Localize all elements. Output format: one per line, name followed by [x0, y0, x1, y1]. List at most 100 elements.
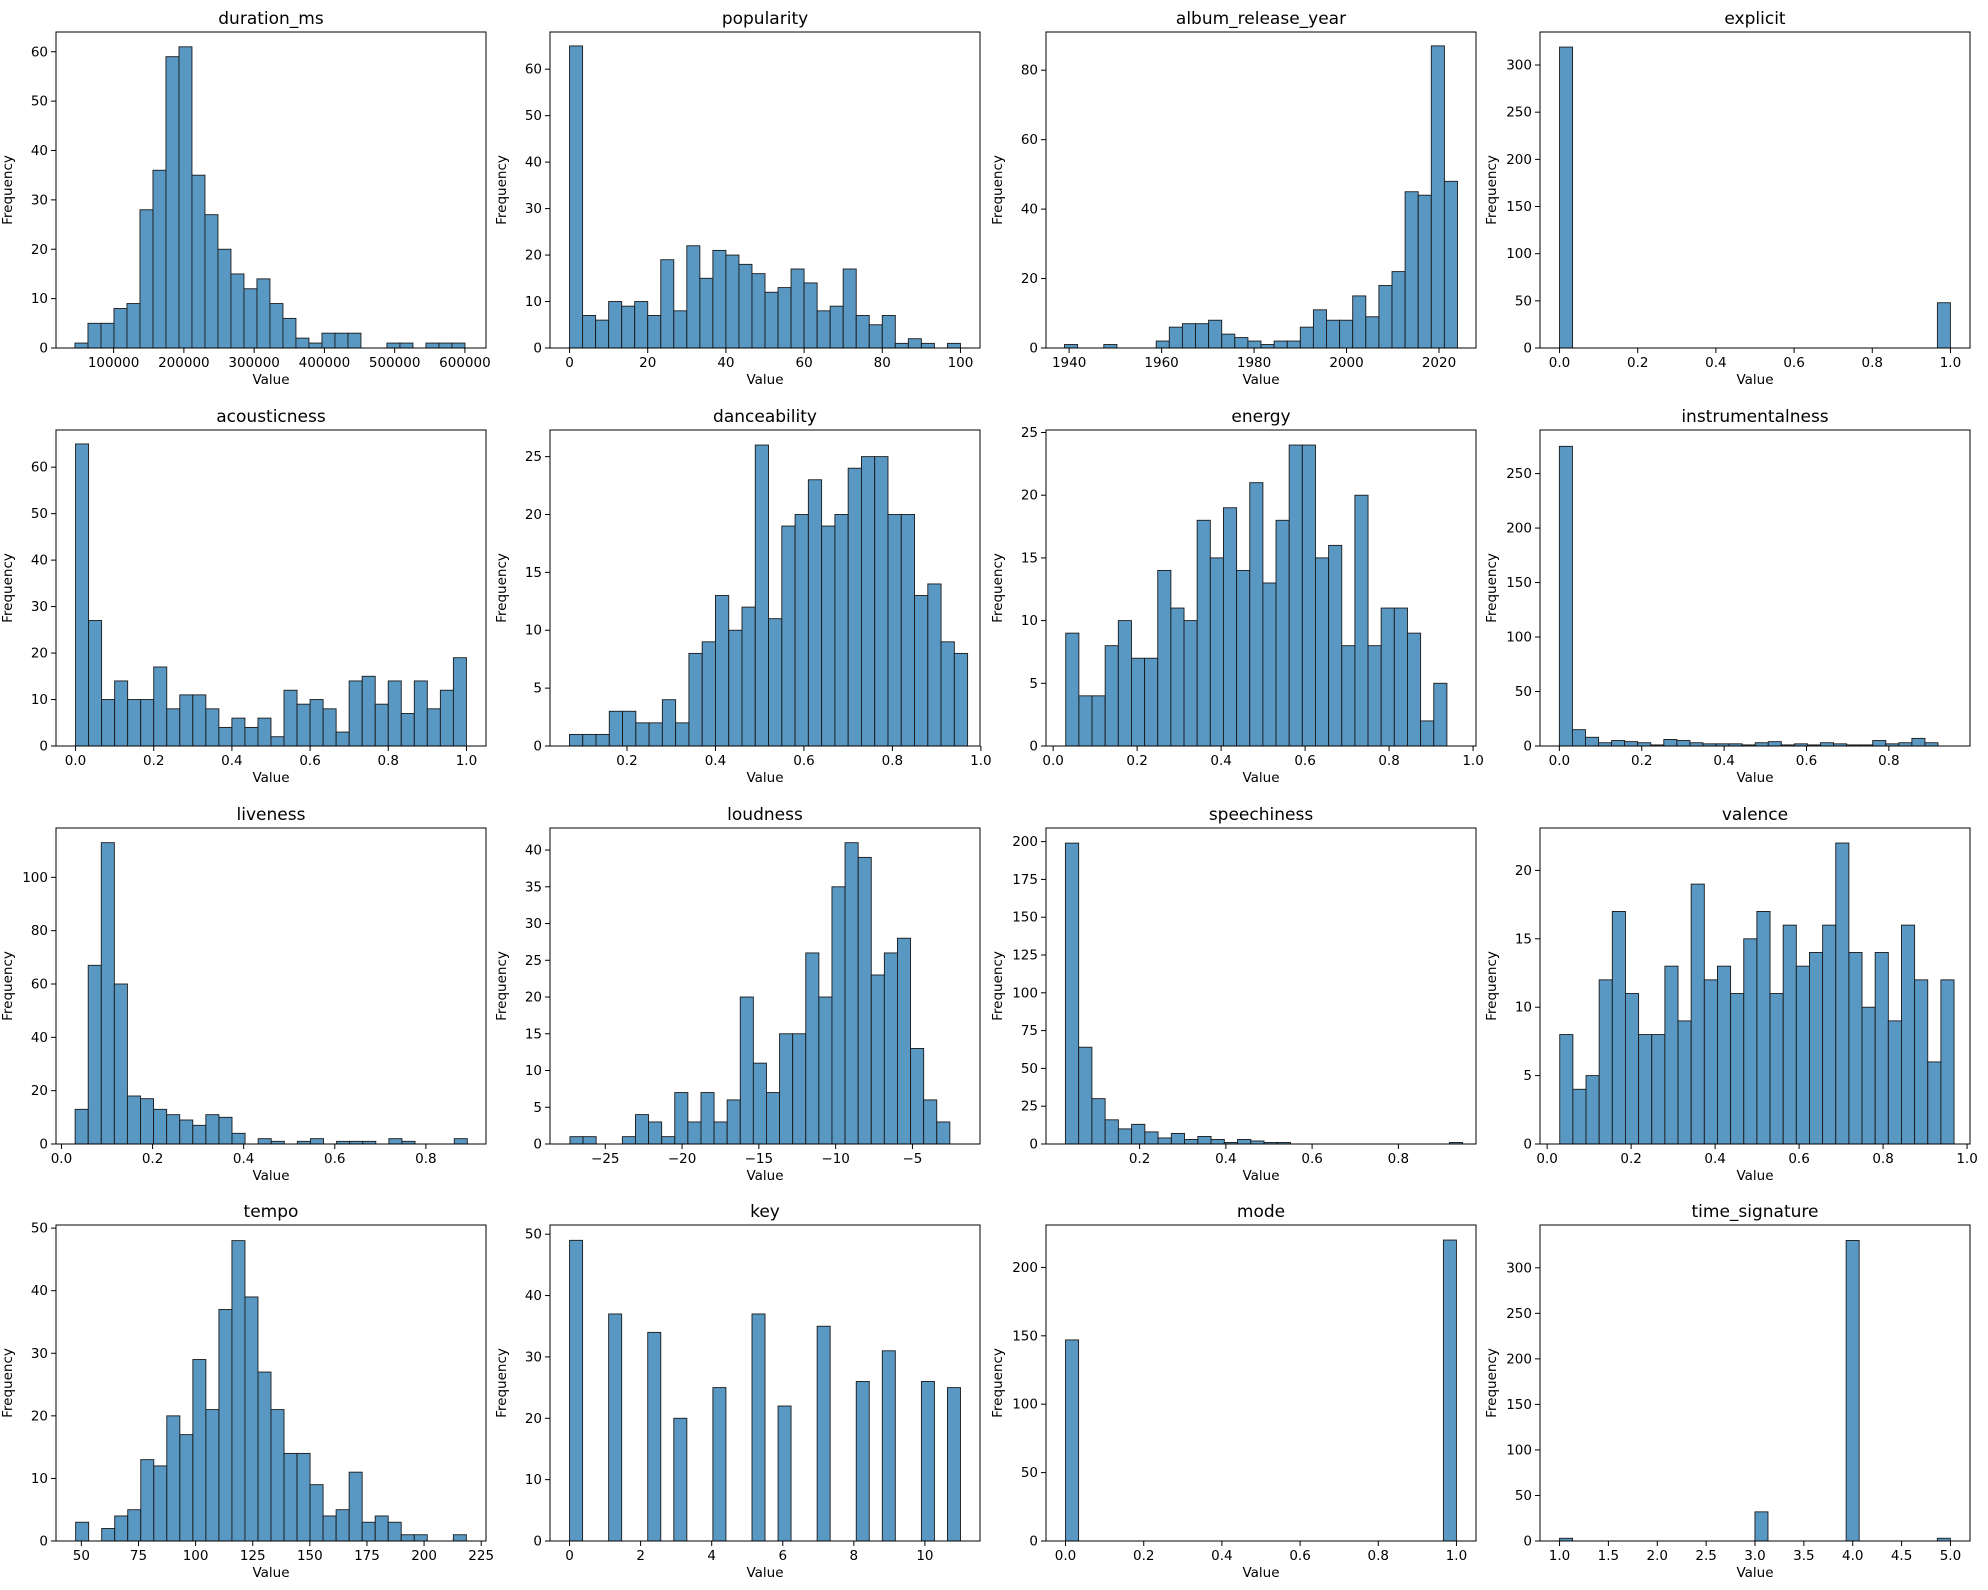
y-axis-label: Frequency [494, 951, 510, 1021]
y-tick-label: 50 [31, 506, 48, 522]
histogram-bar [751, 273, 766, 349]
x-tick-label: 2.0 [1647, 1548, 1668, 1564]
histogram-bar [803, 282, 818, 349]
histogram-bar [894, 342, 909, 349]
x-tick-label: 0.8 [1878, 753, 1899, 769]
y-tick-label: 40 [31, 143, 48, 159]
histogram-bar [74, 342, 89, 349]
histogram-bar [1341, 645, 1356, 747]
y-tick-label: 0 [39, 341, 48, 357]
histogram-bar [726, 1099, 741, 1145]
x-tick-label: 3.0 [1744, 1548, 1765, 1564]
y-tick-label: 200 [1012, 1260, 1038, 1276]
histogram-bar [218, 1116, 233, 1145]
histogram-bar [834, 514, 849, 747]
chart-title: explicit [1724, 9, 1786, 29]
x-tick-label: 1.0 [1940, 355, 1961, 371]
histogram-bar [178, 46, 193, 349]
histogram-bar [101, 1528, 116, 1542]
x-tick-label: 1980 [1237, 355, 1271, 371]
histogram-bar [140, 1098, 155, 1145]
histogram-bar [308, 342, 323, 349]
x-tick-label: 400000 [299, 355, 351, 371]
histogram-bar [270, 736, 285, 747]
histogram-bar [569, 45, 584, 349]
histogram-bar [1155, 340, 1170, 349]
histogram-bar [1301, 444, 1316, 747]
x-tick-label: 4.0 [1842, 1548, 1863, 1564]
histogram-bar [140, 1459, 155, 1542]
histogram-bar [1210, 1139, 1225, 1145]
x-tick-label: 3.5 [1793, 1548, 1814, 1564]
histogram-bar [1262, 582, 1277, 747]
x-tick-label: 0.0 [65, 753, 86, 769]
y-tick-label: 75 [1021, 1023, 1038, 1039]
histogram-bar [257, 1371, 272, 1542]
x-tick-label: −5 [902, 1151, 922, 1167]
histogram-bar [126, 1095, 141, 1145]
histogram-bar [1260, 344, 1275, 349]
x-tick-label: 0.8 [415, 1151, 436, 1167]
histogram-bar [1901, 924, 1916, 1145]
chart-title: album_release_year [1176, 9, 1346, 29]
y-tick-label: 100 [1506, 630, 1532, 646]
histogram-bar [179, 694, 194, 747]
histogram-bar [1209, 557, 1224, 747]
y-tick-label: 40 [31, 1283, 48, 1299]
x-tick-label: 1.0 [1549, 1548, 1570, 1564]
histogram-speechiness: 0.2 0.4 0.6 0.8 0 25 50 75 100 125 150 175 200 speech… [990, 805, 1477, 1184]
chart-title: valence [1722, 805, 1788, 825]
histogram-bar [192, 694, 207, 747]
x-tick-label: 1960 [1144, 355, 1178, 371]
axes-frame [55, 429, 487, 747]
histogram-bar [295, 337, 310, 349]
x-tick-label: 1940 [1052, 355, 1086, 371]
histogram-bar [855, 315, 870, 349]
histogram-bar [1275, 519, 1290, 747]
x-tick-label: 0.6 [1289, 1548, 1310, 1564]
histogram-bar [204, 214, 219, 349]
histogram-bar [179, 1119, 194, 1145]
histogram-bar [1103, 344, 1118, 349]
histogram-bar [1936, 302, 1951, 349]
histogram-bar [1420, 720, 1435, 747]
x-tick-label: 0.4 [1713, 753, 1734, 769]
x-axis-label: Value [252, 1168, 289, 1184]
y-tick-label: 0 [533, 739, 542, 755]
x-axis-label: Value [1736, 770, 1773, 786]
y-tick-label: 20 [525, 990, 542, 1006]
x-tick-label: 0.6 [299, 753, 320, 769]
y-tick-label: 10 [31, 1471, 48, 1487]
histogram-bar [1743, 938, 1758, 1145]
histogram-bar [348, 1471, 363, 1542]
chart-title: key [750, 1202, 780, 1222]
y-tick-label: 200 [1506, 521, 1532, 537]
histogram-bar [647, 315, 662, 349]
x-tick-label: −15 [745, 1151, 774, 1167]
histogram-bar [900, 514, 915, 747]
histogram-bar [257, 717, 272, 747]
histogram-bar [1249, 482, 1264, 747]
histogram-bar [231, 717, 246, 747]
histogram-bar [1911, 737, 1926, 747]
x-axis-label: Value [252, 372, 289, 388]
y-tick-label: 25 [525, 449, 542, 465]
y-tick-label: 200 [1012, 834, 1038, 850]
y-tick-label: 20 [31, 1408, 48, 1424]
histogram-bar [152, 169, 167, 349]
histogram-bar [205, 708, 220, 747]
histogram-bar [1676, 740, 1691, 747]
axes-frame [1045, 1224, 1477, 1542]
x-tick-label: 500000 [369, 355, 421, 371]
histogram-bar [283, 1452, 298, 1542]
histogram-bar [388, 1138, 403, 1145]
histogram-bar [1887, 1020, 1902, 1145]
histogram-bar [1598, 979, 1613, 1145]
y-tick-label: 0 [1029, 739, 1038, 755]
y-axis-label: Frequency [0, 155, 16, 225]
y-axis-label: Frequency [494, 553, 510, 623]
histogram-bar [1730, 993, 1745, 1145]
histogram-bar [712, 1387, 727, 1542]
histogram-bar [1196, 519, 1211, 747]
